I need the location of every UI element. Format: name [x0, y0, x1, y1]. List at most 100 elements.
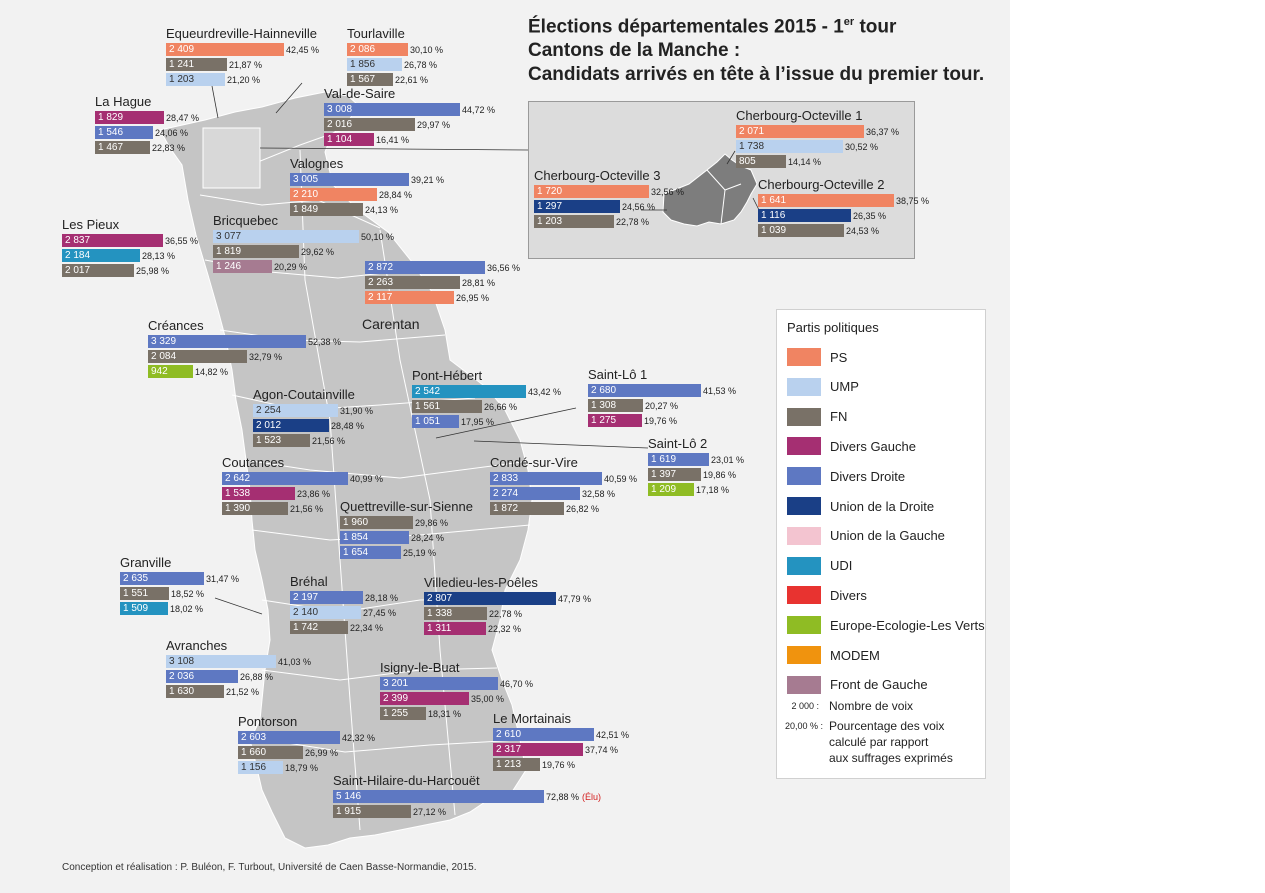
vote-percentage: 27,45 % [363, 607, 397, 618]
result-row: 1 872 26,82 % [490, 501, 637, 516]
vote-percentage: 21,56 % [290, 503, 324, 514]
votes-bar: 1 630 [166, 685, 224, 698]
votes-bar: 2 017 [62, 264, 134, 277]
legend-pct-label-3: aux suffrages exprimés [829, 751, 953, 765]
result-row: 1 561 26,66 % [412, 399, 561, 414]
legend-label: Union de la Gauche [830, 528, 945, 544]
vote-percentage: 23,01 % [711, 454, 745, 465]
legend-item-udi: UDI [787, 556, 852, 576]
legend-pct-label-1: Pourcentage des voix [829, 719, 945, 733]
result-row: 1 854 28,24 % [340, 530, 473, 545]
canton-isigny-le-buat: Isigny-le-Buat 3 201 46,70 % 2 399 35,00 % 1 … [380, 660, 533, 721]
credit: Conception et réalisation : P. Buléon, F… [62, 862, 477, 873]
legend-label: Front de Gauche [830, 677, 928, 693]
votes-bar: 2 117 [365, 291, 454, 304]
canton-name: Pont-Hébert [412, 368, 483, 383]
legend-item-union-de-la-gauche: Union de la Gauche [787, 526, 945, 546]
votes-bar: 2 837 [62, 234, 163, 247]
votes-bar: 2 086 [347, 43, 408, 56]
canton-valognes: Valognes 3 005 39,21 % 2 210 28,84 % 1 849 24,… [290, 156, 444, 217]
votes-bar: 2 140 [290, 606, 361, 619]
votes-bar: 1 397 [648, 468, 701, 481]
votes-bar: 2 635 [120, 572, 204, 585]
vote-percentage: 25,98 % [136, 265, 170, 276]
result-row: 1 246 20,29 % [213, 259, 394, 274]
legend-swatch [787, 526, 821, 545]
result-row: 1 255 18,31 % [380, 706, 533, 721]
result-row: 1 849 24,13 % [290, 202, 444, 217]
result-row: 2 603 42,32 % [238, 730, 375, 745]
result-row: 1 523 21,56 % [253, 433, 373, 448]
legend-votes-example: 2 000 : [791, 701, 819, 711]
canton-name: Pontorson [238, 714, 298, 729]
result-row: 3 329 52,38 % [148, 334, 341, 349]
vote-percentage: 19,86 % [703, 469, 737, 480]
canton-name: Le Mortainais [493, 711, 572, 726]
legend-item-ump: UMP [787, 377, 859, 397]
result-row: 2 084 32,79 % [148, 349, 341, 364]
votes-bar: 1 960 [340, 516, 413, 529]
result-row: 1 311 22,32 % [424, 621, 591, 636]
result-row: 2 833 40,59 % [490, 471, 637, 486]
votes-bar: 1 297 [534, 200, 620, 213]
legend-label: Union de la Droite [830, 498, 935, 514]
votes-bar: 2 036 [166, 670, 238, 683]
result-row: 1 915 27,12 % [333, 804, 601, 819]
votes-bar: 942 [148, 365, 193, 378]
result-row: 1 509 18,02 % [120, 601, 239, 616]
result-row: 1 856 26,78 % [347, 57, 443, 72]
result-row: 2 086 30,10 % [347, 42, 443, 57]
vote-percentage: 31,90 % [340, 405, 374, 416]
vote-percentage: 24,53 % [846, 225, 880, 236]
result-row: 2 016 29,97 % [324, 117, 495, 132]
result-row: 2 017 25,98 % [62, 263, 198, 278]
canton-name: Granville [120, 555, 172, 570]
votes-bar: 1 039 [758, 224, 844, 237]
result-row: 1 720 32,56 % [534, 184, 684, 199]
votes-bar: 1 246 [213, 260, 272, 273]
result-row: 2 036 26,88 % [166, 669, 311, 684]
votes-bar: 1 156 [238, 761, 283, 774]
canton-name: La Hague [95, 94, 152, 109]
manche-map: Carentan [159, 82, 649, 849]
vote-percentage: 17,95 % [461, 416, 495, 427]
canton-name: Coutances [222, 455, 285, 470]
legend-item-fn: FN [787, 407, 847, 427]
votes-bar: 3 108 [166, 655, 276, 668]
vote-percentage: 37,74 % [585, 744, 619, 755]
votes-bar: 2 274 [490, 487, 580, 500]
canton-saint-hilaire-du-harcouet: Saint-Hilaire-du-Harcouët 5 146 72,88 % (Él… [333, 773, 601, 819]
votes-bar: 1 546 [95, 126, 153, 139]
votes-bar: 1 856 [347, 58, 402, 71]
result-row: 1 641 38,75 % [758, 193, 929, 208]
cherbourg-inset-map [641, 150, 762, 227]
votes-bar: 1 742 [290, 621, 348, 634]
votes-bar: 1 561 [412, 400, 482, 413]
vote-percentage: 18,02 % [170, 603, 204, 614]
result-row: 3 201 46,70 % [380, 676, 533, 691]
votes-bar: 3 005 [290, 173, 409, 186]
result-row: 1 039 24,53 % [758, 223, 929, 238]
cherbourg-shape [662, 153, 758, 227]
result-row: 3 008 44,72 % [324, 102, 495, 117]
result-row: 942 14,82 % [148, 364, 341, 379]
legend-label: Europe-Ecologie-Les Verts [830, 617, 985, 633]
vote-percentage: 44,72 % [462, 104, 496, 115]
vote-percentage: 52,38 % [308, 336, 342, 347]
result-row: 1 156 18,79 % [238, 760, 375, 775]
result-row: 1 467 22,83 % [95, 140, 199, 155]
canton-les-pieux: Les Pieux 2 837 36,55 % 2 184 28,13 % 2 017 25… [62, 217, 198, 278]
result-row: 1 338 22,78 % [424, 606, 591, 621]
result-row: 1 203 22,78 % [534, 214, 684, 229]
votes-bar: 1 255 [380, 707, 426, 720]
vote-percentage: 72,88 % [546, 791, 580, 802]
vote-percentage: 26,82 % [566, 503, 600, 514]
vote-percentage: 26,35 % [853, 210, 887, 221]
canton-name: Valognes [290, 156, 344, 171]
votes-bar: 2 642 [222, 472, 348, 485]
vote-percentage: 28,13 % [142, 250, 176, 261]
votes-bar: 2 071 [736, 125, 864, 138]
votes-bar: 2 210 [290, 188, 377, 201]
canton-carentan-area: 2 872 36,56 % 2 263 28,81 % 2 117 26,95 % [365, 244, 520, 305]
votes-bar: 1 538 [222, 487, 295, 500]
